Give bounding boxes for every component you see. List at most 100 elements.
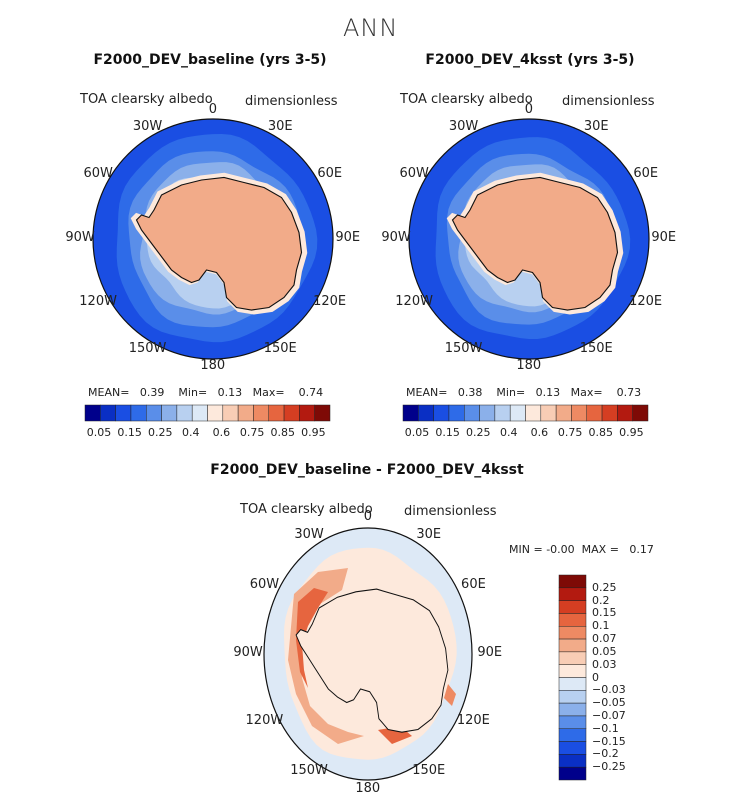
colorbar-1-tick: 0.75 — [239, 426, 265, 439]
colorbar-diff-tick: −0.05 — [592, 696, 626, 710]
map-1-lon-label: 0 — [208, 102, 218, 117]
map-2-lon-label: 90E — [651, 230, 677, 245]
colorbar-1-tick: 0.15 — [117, 426, 142, 439]
panel-3-title: F2000_DEV_baseline - F2000_DEV_4ksst — [210, 462, 524, 478]
colorbar-diff-tick: 0.1 — [592, 619, 610, 633]
colorbar-1-tick: 0.85 — [270, 426, 295, 439]
colorbar-swatch — [207, 404, 224, 422]
map-1-lon-label: 150W — [128, 340, 167, 356]
colorbar-swatch — [433, 404, 450, 422]
colorbar-swatch — [558, 587, 587, 601]
antarctica-continent — [135, 176, 303, 311]
map-1-lon-label: 90E — [335, 230, 361, 245]
colorbar-difference — [558, 574, 587, 781]
panel-1-title: F2000_DEV_baseline (yrs 3-5) — [93, 52, 327, 68]
panel-3-variable-label: TOA clearsky albedo — [240, 502, 373, 517]
colorbar-diff-tick: 0.2 — [592, 593, 610, 607]
colorbar-swatch — [525, 404, 542, 422]
colorbar-swatch — [100, 404, 116, 422]
colorbar-swatch — [558, 690, 587, 704]
colorbar-swatch — [130, 404, 147, 422]
colorbar-swatch — [558, 741, 587, 755]
colorbar-swatch — [558, 651, 587, 665]
colorbar-1-tick: 0.95 — [301, 426, 326, 439]
colorbar-swatch — [464, 404, 480, 422]
map-2-lon-label: 120E — [629, 294, 663, 309]
colorbar-swatch — [571, 404, 587, 422]
map-1-lon-label: 60E — [317, 166, 343, 181]
colorbar-swatch — [558, 728, 587, 742]
map-boundary — [92, 118, 334, 360]
panel-1-stats: MEAN= 0.39 Min= 0.13 Max= 0.74 — [88, 386, 324, 399]
colorbar-diff-tick: −0.07 — [592, 708, 626, 722]
colorbar-swatch — [268, 404, 285, 422]
map-2-lon-label: 180 — [516, 358, 542, 373]
colorbar-4ksst — [402, 404, 649, 422]
map-2-lon-label: 30W — [448, 119, 479, 135]
colorbar-2-tick: 0.25 — [465, 426, 491, 439]
colorbar-baseline — [84, 404, 331, 422]
panel-1-variable-label: TOA clearsky albedo — [80, 92, 213, 107]
colorbar-diff-tick: −0.15 — [592, 734, 626, 748]
map-boundary — [263, 527, 473, 781]
colorbar-2-tick: 0.15 — [435, 426, 460, 439]
colorbar-swatch — [558, 664, 587, 678]
colorbar-swatch — [555, 404, 572, 422]
colorbar-diff-tick: 0.15 — [592, 606, 617, 620]
colorbar-diff-tick: 0 — [592, 670, 599, 684]
colorbar-diff-tick: 0.03 — [592, 657, 617, 671]
colorbar-diff-tick: −0.1 — [592, 721, 619, 735]
antarctica-continent — [451, 176, 619, 311]
map-4ksst — [408, 118, 650, 360]
map-3-lon-label: 150E — [412, 762, 446, 778]
map-difference — [263, 527, 473, 781]
colorbar-swatch — [84, 404, 101, 422]
colorbar-2-tick: 0.6 — [530, 426, 549, 439]
map-3-lon-label: 60E — [461, 577, 486, 592]
panel-3-units-label: dimensionless — [404, 504, 497, 519]
colorbar-swatch — [558, 715, 587, 729]
colorbar-diff-tick: −0.25 — [592, 760, 626, 774]
antarctica-continent — [295, 588, 449, 733]
panel-1-units-label: dimensionless — [245, 94, 338, 109]
colorbar-swatch — [222, 404, 239, 422]
map-3-lon-label: 120W — [245, 713, 284, 728]
colorbar-swatch — [283, 404, 300, 422]
colorbar-swatch — [558, 766, 587, 781]
colorbar-1-tick: 0.4 — [181, 426, 200, 439]
colorbar-swatch — [176, 404, 193, 422]
panel-2-units-label: dimensionless — [562, 94, 655, 109]
map-2-lon-label: 120W — [395, 294, 433, 309]
map-1-lon-label: 150E — [263, 340, 297, 356]
colorbar-1-tick: 0.05 — [86, 426, 112, 439]
map-3-lon-label: 150W — [290, 762, 328, 778]
colorbar-swatch — [540, 404, 557, 422]
colorbar-swatch — [479, 404, 496, 422]
map-1-lon-label: 180 — [200, 358, 226, 373]
colorbar-swatch — [161, 404, 178, 422]
map-2-lon-label: 30E — [583, 119, 609, 135]
map-1-lon-label: 120E — [313, 294, 347, 309]
colorbar-swatch — [237, 404, 254, 422]
panel-2-title: F2000_DEV_4ksst (yrs 3-5) — [425, 52, 635, 68]
map-1-lon-label: 60W — [83, 166, 113, 181]
colorbar-swatch — [418, 404, 434, 422]
panel-2-variable-label: TOA clearsky albedo — [400, 92, 533, 107]
colorbar-2-tick: 0.85 — [588, 426, 613, 439]
map-3-lon-label: 60W — [249, 577, 280, 592]
colorbar-1-tick: 0.6 — [212, 426, 231, 439]
map-3-lon-label: 90E — [477, 645, 503, 660]
colorbar-swatch — [586, 404, 603, 422]
colorbar-swatch — [509, 404, 526, 422]
colorbar-swatch — [558, 754, 587, 768]
colorbar-swatch — [299, 404, 315, 422]
colorbar-swatch — [558, 600, 587, 614]
colorbar-diff-tick: 0.07 — [592, 632, 617, 646]
map-3-lon-label: 30W — [294, 527, 324, 543]
colorbar-swatch — [617, 404, 633, 422]
map-3-lon-label: 30E — [416, 527, 442, 543]
colorbar-swatch — [558, 702, 587, 717]
colorbar-swatch — [494, 404, 511, 422]
map-2-lon-label: 150W — [444, 340, 483, 356]
colorbar-swatch — [448, 404, 465, 422]
